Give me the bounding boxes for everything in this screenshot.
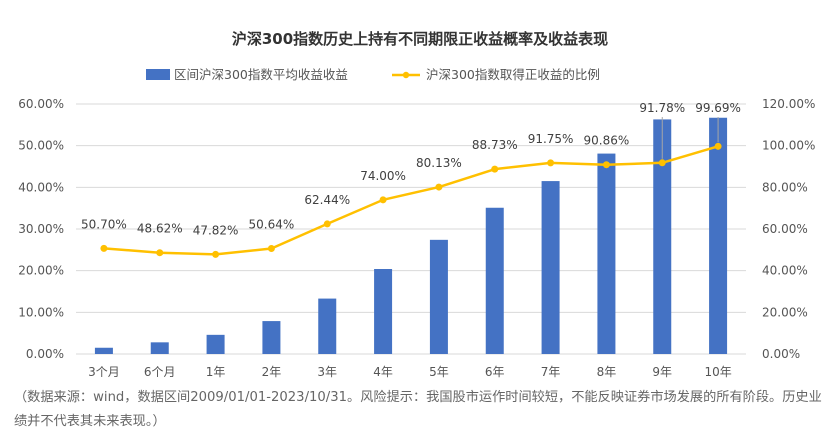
line-marker (323, 220, 331, 228)
left-tick-label: 10.00% (18, 305, 64, 319)
bar (94, 347, 113, 354)
x-tick-label: 1年 (206, 365, 226, 379)
bar (541, 181, 560, 354)
line-data-label: 80.13% (416, 156, 462, 170)
series-line (103, 145, 719, 256)
line-marker (435, 183, 443, 191)
x-tick-label: 3年 (317, 365, 337, 379)
source-note: （数据来源：wind，数据区间2009/01/01-2023/10/31。风险提… (14, 390, 822, 429)
right-tick-label: 40.00% (762, 264, 808, 278)
line-marker (547, 159, 555, 167)
bar (150, 342, 169, 354)
line-marker (602, 161, 610, 169)
left-tick-label: 20.00% (18, 264, 64, 278)
x-tick-label: 6年 (485, 365, 505, 379)
x-axis-ticks: 3个月 6个月 1年 2年 3年 4年 5年 6年 7年 8年 9年 10年 (88, 365, 732, 379)
line-data-labels: 50.70% 48.62% 47.82% 50.64% 62.44% 74.00% 80.1… (81, 101, 741, 237)
x-tick-label: 7年 (541, 365, 561, 379)
bar (262, 321, 281, 354)
x-tick-label: 10年 (704, 365, 731, 379)
line-marker (658, 159, 666, 167)
bar (653, 119, 672, 355)
x-tick-label: 5年 (429, 365, 449, 379)
left-tick-label: 50.00% (18, 139, 64, 153)
bar-series (94, 117, 728, 355)
right-tick-label: 80.00% (762, 180, 808, 194)
right-tick-label: 0.00% (762, 347, 800, 361)
bar (429, 239, 448, 354)
legend: 区间沪深300指数平均收益收益 沪深300指数取得正收益的比例 (146, 67, 600, 82)
line-series (100, 142, 722, 258)
chart-title: 沪深300指数历史上持有不同期限正收益概率及收益表现 (232, 30, 608, 48)
right-tick-label: 120.00% (762, 97, 815, 111)
x-tick-label: 3个月 (88, 365, 120, 379)
right-tick-label: 20.00% (762, 305, 808, 319)
bar (485, 207, 504, 354)
line-data-label: 91.75% (528, 132, 574, 146)
legend-label-line: 沪深300指数取得正收益的比例 (426, 67, 600, 82)
line-marker (267, 245, 275, 252)
line-marker (491, 165, 499, 173)
bar (709, 117, 728, 354)
x-tick-label: 2年 (262, 365, 282, 379)
line-data-label: 90.86% (584, 134, 630, 148)
left-tick-label: 30.00% (18, 222, 64, 236)
left-tick-label: 0.00% (26, 347, 64, 361)
x-tick-label: 8年 (597, 365, 617, 379)
right-axis-ticks: 0.00% 20.00% 40.00% 60.00% 80.00% 100.00% 120.… (762, 97, 815, 361)
line-marker (100, 244, 108, 252)
line-data-label: 99.69% (695, 101, 741, 115)
line-marker (212, 250, 220, 258)
legend-swatch-bar (146, 69, 170, 80)
x-tick-label: 4年 (373, 365, 393, 379)
right-tick-label: 100.00% (762, 139, 815, 153)
line-data-label: 50.64% (249, 218, 295, 232)
legend-swatch-marker (402, 71, 410, 79)
bar (597, 153, 616, 354)
line-marker (156, 249, 164, 257)
leader-lines (661, 117, 719, 159)
line-data-label: 50.70% (81, 217, 127, 231)
line-data-label: 62.44% (304, 193, 350, 207)
line-marker (714, 142, 722, 150)
bar (374, 269, 393, 354)
left-tick-label: 40.00% (18, 180, 64, 194)
left-tick-label: 60.00% (18, 97, 64, 111)
gridlines (76, 103, 746, 355)
line-data-label: 88.73% (472, 138, 518, 152)
bar (318, 298, 337, 354)
combo-chart: 沪深300指数历史上持有不同期限正收益概率及收益表现 区间沪深300指数平均收益… (18, 30, 815, 379)
legend-label-bar: 区间沪深300指数平均收益收益 (174, 67, 348, 82)
left-axis-ticks: 0.00% 10.00% 20.00% 30.00% 40.00% 50.00% 60.00… (18, 97, 64, 361)
line-marker (379, 196, 387, 204)
line-data-label: 48.62% (137, 222, 183, 236)
right-tick-label: 60.00% (762, 222, 808, 236)
bar (206, 334, 225, 354)
line-data-label: 47.82% (193, 223, 239, 237)
x-tick-label: 9年 (652, 365, 672, 379)
line-data-label: 91.78% (639, 101, 685, 115)
line-data-label: 74.00% (360, 169, 406, 183)
x-tick-label: 6个月 (144, 365, 176, 379)
